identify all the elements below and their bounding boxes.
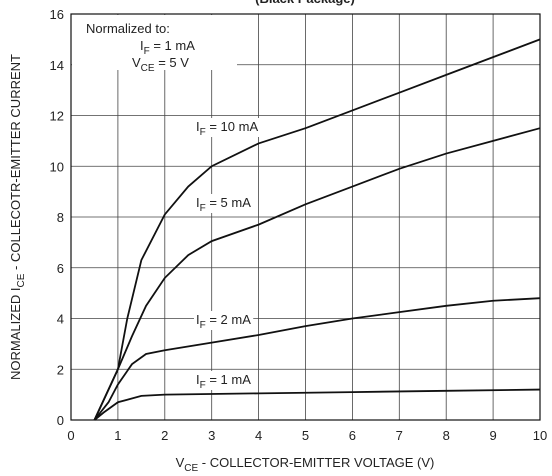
annotation-line-main: V <box>132 55 141 70</box>
x-axis-label-main: V <box>176 455 185 470</box>
curve <box>93 127 541 421</box>
curve-label-sub: F <box>200 320 206 331</box>
annotation-line-sub: F <box>144 46 150 57</box>
x-tick-label: 4 <box>255 428 262 443</box>
x-tick-label: 7 <box>396 428 403 443</box>
plot-frame <box>70 13 541 421</box>
curve-label-sub: F <box>200 127 206 138</box>
annotation-line-main: I <box>140 38 144 53</box>
x-tick-label: 5 <box>302 428 309 443</box>
y-axis-label-rest: - COLLECOTR-EMITTER CURRENT <box>8 54 23 274</box>
x-axis-label-rest: - COLLECTOR-EMITTER VOLTAGE (V) <box>198 455 434 470</box>
curve-label-main: I <box>196 195 200 210</box>
y-tick-label: 16 <box>50 7 64 22</box>
y-tick-label: 4 <box>57 312 64 327</box>
annotation-line-rest: = 5 V <box>155 55 190 70</box>
curve-label: IF = 10 mA <box>196 119 258 138</box>
curve-label: IF = 5 mA <box>196 195 251 214</box>
curve-label-bg <box>194 311 254 330</box>
annotation-box <box>72 15 237 70</box>
x-tick-label: 2 <box>161 428 168 443</box>
y-axis-label: NORMALIZED ICE - COLLECOTR-EMITTER CURRE… <box>8 54 27 380</box>
x-tick-label: 9 <box>489 428 496 443</box>
y-axis-label-main: NORMALIZED I <box>8 288 23 380</box>
curve-label-rest: = 2 mA <box>206 312 251 327</box>
y-tick-label: 8 <box>57 210 64 225</box>
curve <box>93 388 541 421</box>
x-tick-label: 6 <box>349 428 356 443</box>
y-tick-label: 6 <box>57 261 64 276</box>
y-tick-label: 0 <box>57 413 64 428</box>
annotation-line: IF = 1 mA <box>140 38 195 57</box>
x-tick-label: 0 <box>67 428 74 443</box>
curve-label-main: I <box>196 312 200 327</box>
y-tick-label: 14 <box>50 58 64 73</box>
curve-label-main: I <box>196 372 200 387</box>
curve <box>93 297 541 421</box>
curve-label-sub: F <box>200 203 206 214</box>
curve-label-rest: = 5 mA <box>206 195 251 210</box>
curve-label-bg <box>194 118 261 137</box>
y-tick-label: 12 <box>50 109 64 124</box>
curve-label-rest: = 10 mA <box>206 119 259 134</box>
x-tick-label: 3 <box>208 428 215 443</box>
x-axis-label-sub: CE <box>184 463 198 474</box>
curve-label: IF = 2 mA <box>196 312 251 331</box>
y-axis-label-sub: CE <box>16 273 27 287</box>
x-tick-label: 8 <box>443 428 450 443</box>
y-tick-label: 2 <box>57 362 64 377</box>
curve-label-rest: = 1 mA <box>206 372 251 387</box>
curve <box>93 38 541 421</box>
x-tick-label: 1 <box>114 428 121 443</box>
y-tick-label: 10 <box>50 159 64 174</box>
curve-label-main: I <box>196 119 200 134</box>
curve-label: IF = 1 mA <box>196 372 251 391</box>
annotation-heading: Normalized to: <box>86 21 170 36</box>
x-tick-label: 10 <box>533 428 547 443</box>
curve-label-bg <box>194 371 254 390</box>
curve-label-sub: F <box>200 380 206 391</box>
annotation-line: VCE = 5 V <box>132 55 189 74</box>
annotation-line-sub: CE <box>141 63 155 74</box>
chart-title: (Black Package) <box>255 0 355 6</box>
x-axis-label: VCE - COLLECTOR-EMITTER VOLTAGE (V) <box>176 455 435 474</box>
curve-label-bg <box>194 194 254 213</box>
annotation-line-rest: = 1 mA <box>150 38 195 53</box>
